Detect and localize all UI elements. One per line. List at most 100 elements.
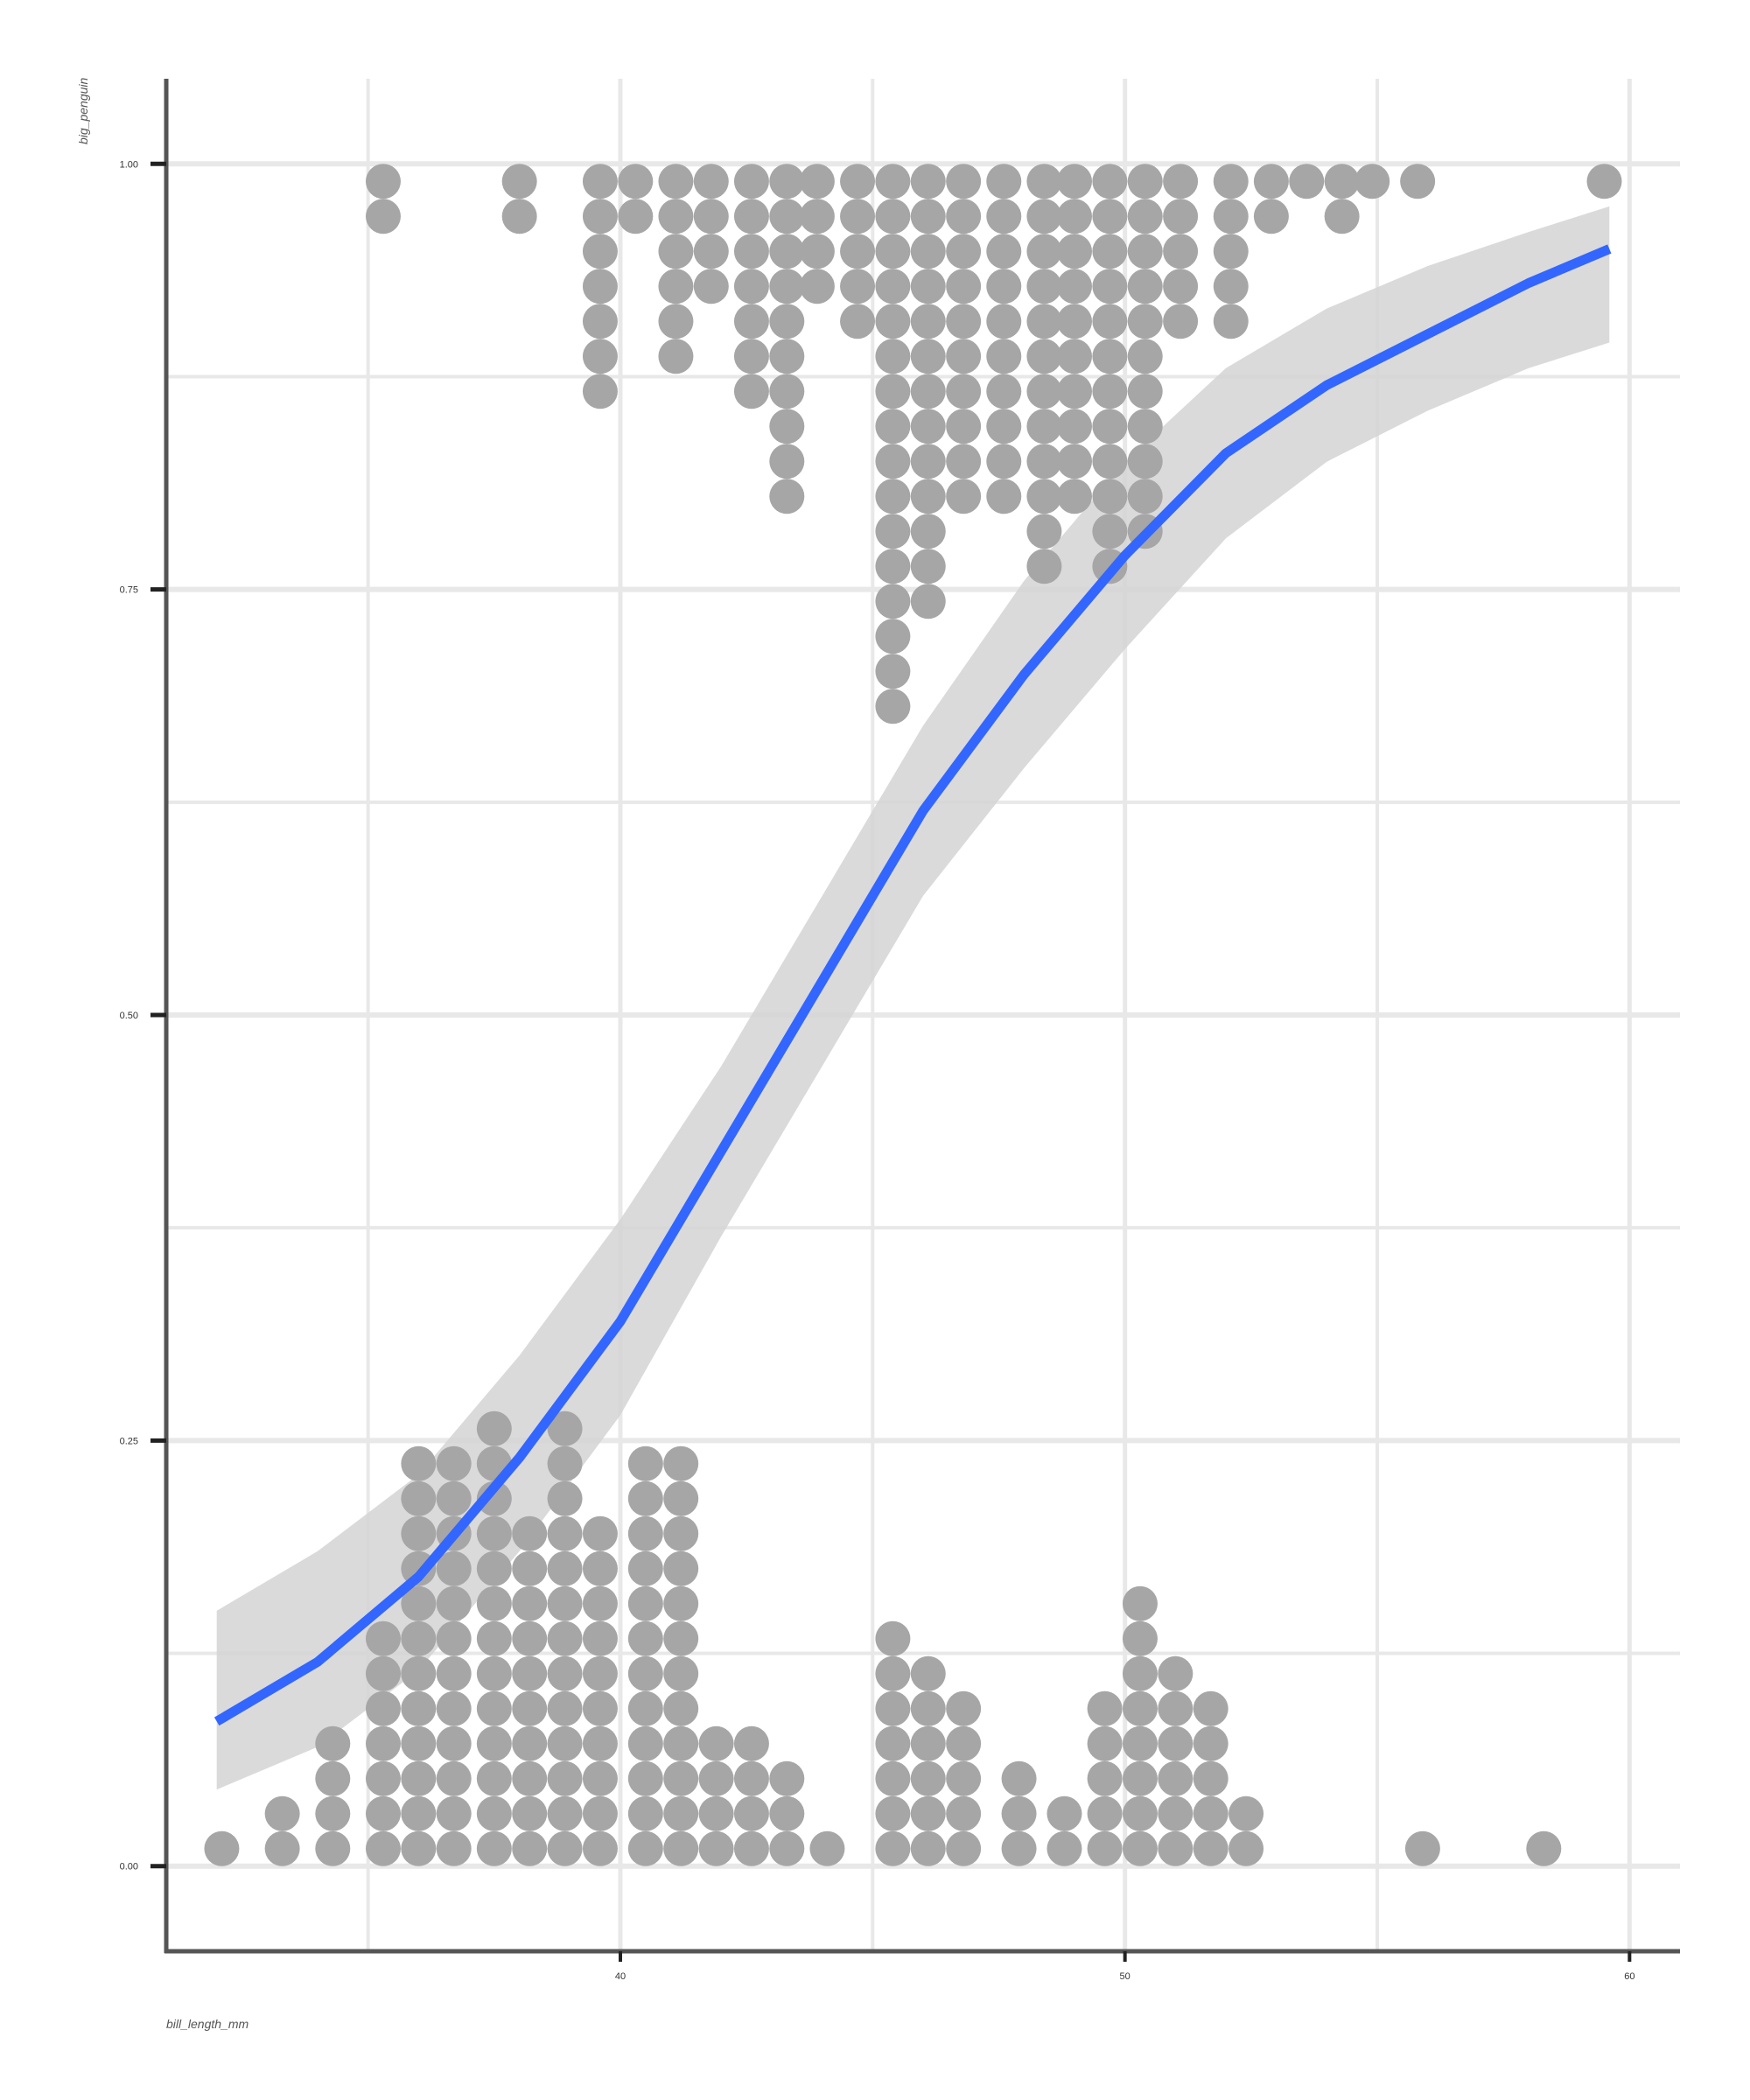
dot-outcome-0 — [946, 1796, 982, 1831]
dot-outcome-1 — [946, 409, 982, 444]
dot-outcome-0 — [365, 1690, 401, 1726]
dot-outcome-0 — [733, 1760, 769, 1796]
dot-outcome-1 — [875, 584, 911, 620]
dot-outcome-0 — [1158, 1690, 1194, 1726]
dot-outcome-0 — [547, 1656, 583, 1691]
dot-outcome-0 — [910, 1830, 946, 1866]
dot-outcome-0 — [401, 1480, 437, 1516]
dot-outcome-0 — [365, 1620, 401, 1656]
dot-outcome-0 — [547, 1760, 583, 1796]
dot-outcome-1 — [875, 619, 911, 654]
dot-outcome-0 — [401, 1656, 437, 1691]
dot-outcome-0 — [663, 1446, 699, 1481]
confidence-band-layer — [216, 206, 1610, 1790]
dot-outcome-1 — [1026, 164, 1062, 200]
dot-outcome-1 — [582, 234, 618, 270]
dot-outcome-0 — [582, 1760, 618, 1796]
dot-outcome-1 — [769, 479, 805, 514]
dot-outcome-1 — [769, 339, 805, 374]
dot-outcome-1 — [1213, 164, 1249, 200]
dot-outcome-1 — [693, 269, 729, 304]
dot-outcome-0 — [401, 1830, 437, 1866]
dot-outcome-0 — [547, 1586, 583, 1621]
dot-outcome-1 — [1127, 199, 1163, 234]
dot-outcome-1 — [618, 164, 654, 200]
x-tick-label: 60 — [1624, 1971, 1634, 1982]
dot-outcome-0 — [1122, 1690, 1158, 1726]
dot-outcome-0 — [1228, 1830, 1264, 1866]
dot-outcome-1 — [875, 654, 911, 690]
dot-outcome-1 — [1092, 374, 1128, 410]
dot-outcome-1 — [658, 199, 694, 234]
dot-outcome-0 — [512, 1550, 548, 1586]
dot-outcome-1 — [910, 374, 946, 410]
y-tick-label: 0.50 — [120, 1011, 138, 1021]
dot-outcome-1 — [769, 199, 805, 234]
dot-outcome-1 — [986, 199, 1022, 234]
dot-outcome-1 — [910, 164, 946, 200]
dot-outcome-0 — [627, 1726, 663, 1761]
dot-outcome-0 — [436, 1796, 472, 1831]
dot-outcome-0 — [547, 1550, 583, 1586]
dot-outcome-1 — [875, 409, 911, 444]
dot-outcome-0 — [512, 1516, 548, 1551]
dot-outcome-0 — [315, 1760, 351, 1796]
dot-outcome-0 — [663, 1516, 699, 1551]
dot-outcome-0 — [627, 1586, 663, 1621]
dot-outcome-0 — [365, 1796, 401, 1831]
dot-outcome-1 — [986, 164, 1022, 200]
dot-outcome-1 — [1163, 164, 1199, 200]
dot-layer — [204, 164, 1622, 1866]
dot-outcome-0 — [547, 1480, 583, 1516]
dot-outcome-1 — [1092, 199, 1128, 234]
dot-outcome-1 — [1026, 269, 1062, 304]
dot-outcome-1 — [1057, 339, 1092, 374]
dot-outcome-0 — [627, 1620, 663, 1656]
dot-outcome-1 — [875, 234, 911, 270]
x-axis-title: bill_length_mm — [166, 2017, 248, 2031]
dot-outcome-1 — [986, 444, 1022, 480]
dot-outcome-0 — [582, 1550, 618, 1586]
dot-outcome-0 — [875, 1796, 911, 1831]
dot-outcome-1 — [875, 444, 911, 480]
dot-outcome-1 — [733, 164, 769, 200]
dot-outcome-0 — [627, 1796, 663, 1831]
dot-outcome-0 — [547, 1446, 583, 1481]
dot-outcome-0 — [663, 1796, 699, 1831]
dot-outcome-1 — [733, 269, 769, 304]
dot-outcome-1 — [1253, 199, 1289, 234]
dot-outcome-1 — [1354, 164, 1390, 200]
dot-outcome-0 — [910, 1690, 946, 1726]
dot-outcome-0 — [582, 1620, 618, 1656]
dot-outcome-1 — [875, 339, 911, 374]
dot-outcome-1 — [1127, 339, 1163, 374]
dot-outcome-1 — [658, 269, 694, 304]
dot-outcome-1 — [769, 269, 805, 304]
dot-outcome-1 — [1026, 199, 1062, 234]
dot-outcome-0 — [512, 1796, 548, 1831]
dot-outcome-1 — [769, 234, 805, 270]
dot-outcome-0 — [1122, 1830, 1158, 1866]
dot-outcome-0 — [663, 1480, 699, 1516]
dot-outcome-0 — [1046, 1796, 1082, 1831]
dot-outcome-0 — [875, 1656, 911, 1691]
dot-outcome-1 — [946, 339, 982, 374]
dot-outcome-0 — [698, 1760, 734, 1796]
dot-outcome-1 — [946, 269, 982, 304]
dot-outcome-1 — [986, 409, 1022, 444]
dot-outcome-1 — [1324, 199, 1360, 234]
dot-outcome-0 — [582, 1656, 618, 1691]
dot-outcome-0 — [946, 1760, 982, 1796]
dot-outcome-0 — [401, 1446, 437, 1481]
dot-outcome-1 — [1026, 549, 1062, 584]
dot-outcome-1 — [769, 444, 805, 480]
dot-outcome-1 — [769, 374, 805, 410]
dot-outcome-0 — [1001, 1830, 1037, 1866]
dot-outcome-1 — [1163, 304, 1199, 340]
dot-outcome-0 — [1122, 1620, 1158, 1656]
dot-outcome-0 — [401, 1586, 437, 1621]
dot-outcome-0 — [809, 1830, 845, 1866]
dot-outcome-0 — [476, 1410, 512, 1446]
dot-outcome-0 — [1193, 1726, 1228, 1761]
dot-outcome-0 — [875, 1726, 911, 1761]
